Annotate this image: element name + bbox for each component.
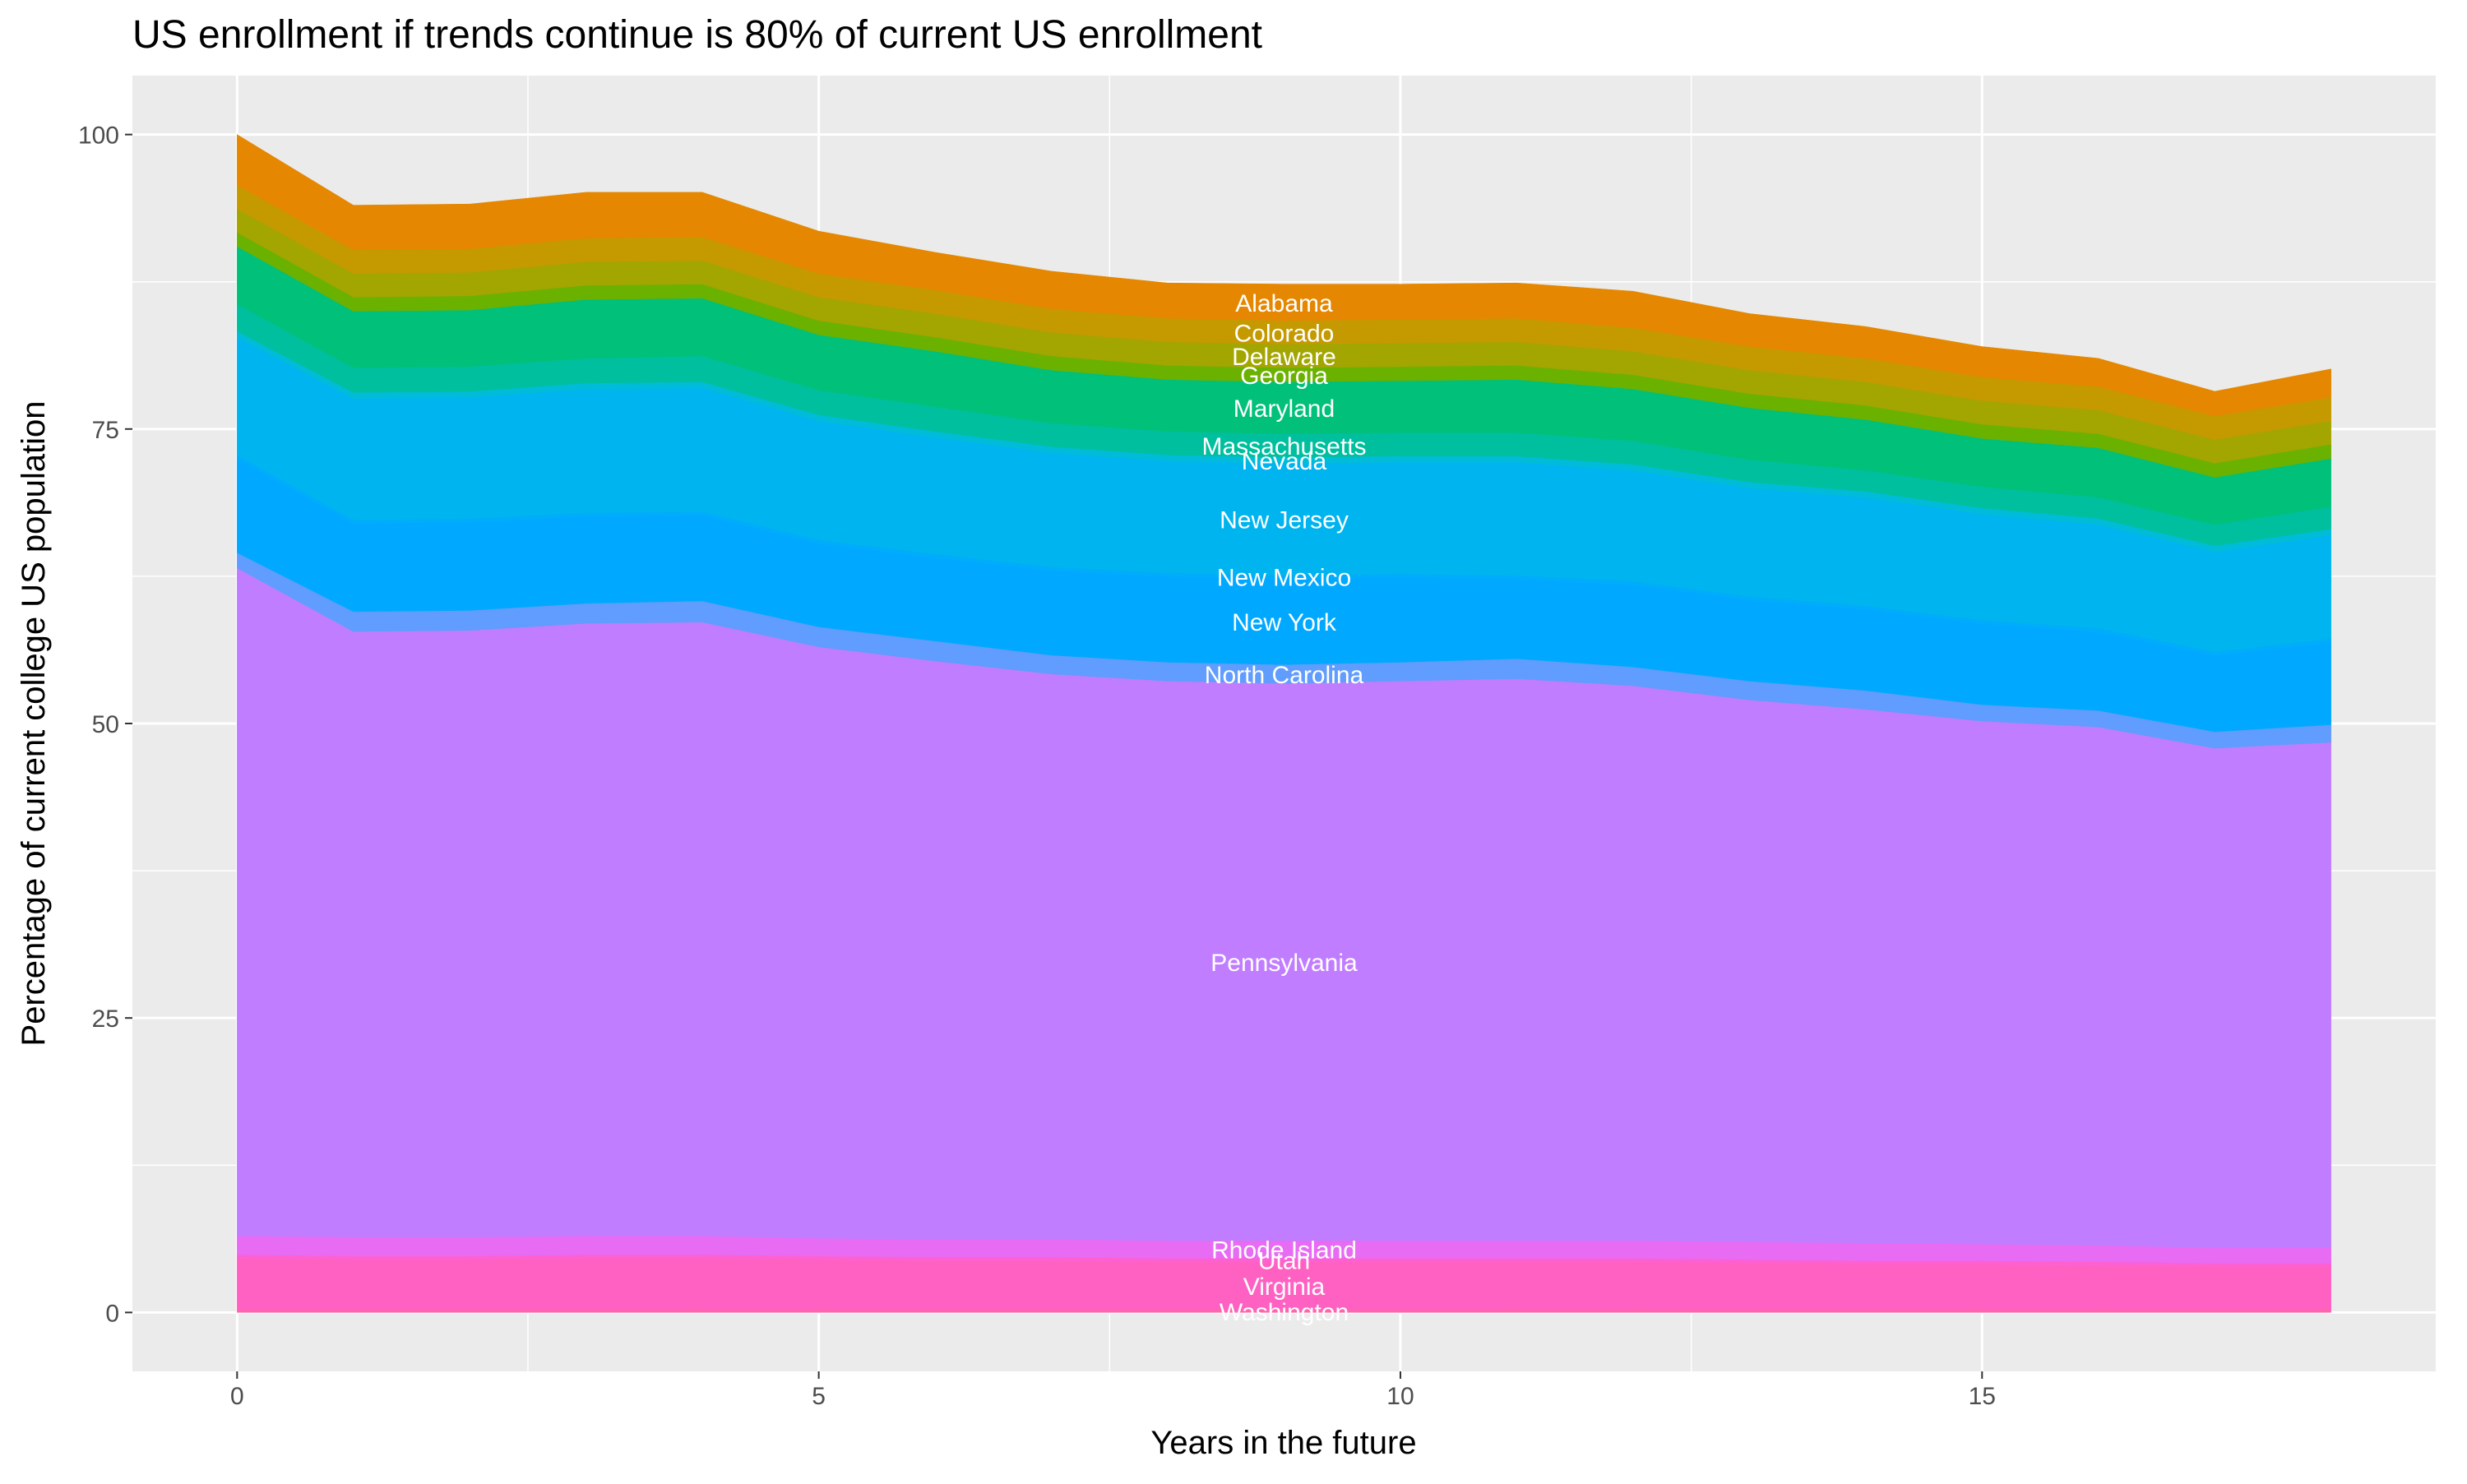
x-tick-label: 10: [1386, 1383, 1414, 1410]
y-tick-label: 0: [105, 1300, 119, 1327]
area-label: New York: [1232, 609, 1337, 636]
area-label: North Carolina: [1205, 662, 1364, 689]
area-label: Georgia: [1240, 363, 1328, 390]
y-tick-label: 75: [92, 417, 119, 444]
area-label: Washington: [1220, 1299, 1349, 1326]
x-axis-title: Years in the future: [1150, 1425, 1416, 1461]
area-label: Virginia: [1243, 1274, 1326, 1301]
area-label: Colorado: [1234, 320, 1335, 347]
area-label: Nevada: [1242, 448, 1327, 475]
area-label: Massachusetts: [1201, 433, 1366, 460]
y-axis-title: Percentage of current college US populat…: [16, 401, 52, 1047]
axes: 0 5 10 15 0 25 50 75 100: [78, 123, 1996, 1410]
chart-title: US enrollment if trends continue is 80% …: [132, 13, 1262, 57]
area-label: Delaware: [1232, 344, 1336, 371]
area-label: Alabama: [1235, 290, 1333, 317]
area-label: Rhode Island: [1211, 1237, 1357, 1264]
y-tick-label: 25: [92, 1006, 119, 1033]
area-label: Pennsylvania: [1210, 950, 1358, 977]
area-label: Utah: [1258, 1248, 1310, 1275]
y-tick-label: 100: [78, 123, 119, 150]
area-label: New Mexico: [1217, 565, 1351, 592]
area-label: Maryland: [1234, 395, 1335, 423]
areas: [237, 134, 2331, 1313]
x-tick-label: 15: [1969, 1383, 1996, 1410]
area: [237, 134, 2331, 417]
x-tick-label: 0: [230, 1383, 244, 1410]
y-tick-label: 50: [92, 711, 119, 738]
x-tick-label: 5: [812, 1383, 826, 1410]
area-label: New Jersey: [1220, 506, 1349, 534]
